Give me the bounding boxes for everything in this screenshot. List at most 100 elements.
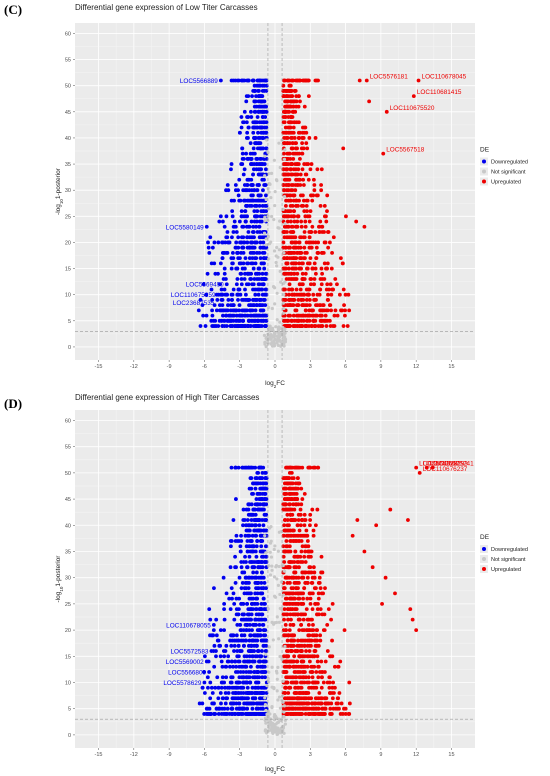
downregulated-point: [258, 712, 262, 716]
downregulated-point: [210, 245, 215, 250]
downregulated-point: [211, 324, 216, 328]
upregulated-point: [292, 245, 297, 250]
y-tick-label: 40: [65, 523, 71, 529]
downregulated-point: [260, 612, 265, 617]
gene-label: LOC5578629: [163, 680, 201, 687]
downregulated-point: [248, 313, 253, 318]
upregulated-point: [290, 675, 295, 680]
upregulated-point: [309, 193, 314, 198]
downregulated-point: [246, 94, 251, 99]
downregulated-point: [261, 261, 266, 266]
downregulated-point: [248, 324, 253, 328]
downregulated-point: [257, 622, 262, 627]
downregulated-point: [236, 188, 240, 193]
downregulated-point: [258, 156, 263, 161]
downregulated-point: [264, 287, 269, 292]
downregulated-point: [264, 203, 269, 208]
not-significant-point: [273, 730, 277, 734]
downregulated-point: [241, 245, 246, 250]
upregulated-point: [335, 313, 340, 318]
downregulated-point: [227, 712, 232, 716]
downregulated-point: [203, 324, 208, 328]
upregulated-point: [296, 560, 301, 564]
upregulated-outlier: [331, 235, 336, 240]
y-tick-label: 30: [65, 188, 71, 194]
not-significant-point: [283, 718, 287, 722]
upregulated-point: [287, 486, 292, 491]
downregulated-point: [236, 287, 241, 292]
downregulated-point: [250, 256, 255, 261]
downregulated-point: [263, 292, 268, 297]
upregulated-point: [320, 303, 325, 308]
not-significant-point: [271, 638, 275, 642]
downregulated-point: [238, 670, 243, 674]
upregulated-point: [285, 544, 290, 549]
chart-title: Differential gene expression of High Tit…: [75, 393, 259, 402]
upregulated-point: [341, 324, 346, 328]
downregulated-point: [263, 193, 268, 198]
upregulated-point: [281, 183, 286, 187]
downregulated-point: [213, 712, 218, 716]
upregulated-point: [298, 172, 303, 177]
x-tick-label: -3: [237, 364, 242, 370]
upregulated-point: [300, 282, 305, 287]
upregulated-point: [282, 617, 286, 622]
downregulated-point: [234, 266, 239, 271]
downregulated-point: [241, 628, 246, 632]
downregulated-point: [202, 654, 207, 659]
downregulated-point: [251, 638, 255, 643]
upregulated-point: [306, 544, 311, 549]
upregulated-point: [285, 256, 290, 261]
upregulated-point: [299, 502, 304, 507]
y-tick-label: 5: [68, 707, 71, 713]
not-significant-point: [273, 302, 277, 306]
not-significant-point: [275, 721, 279, 725]
downregulated-point: [222, 654, 227, 659]
downregulated-point: [251, 298, 255, 302]
upregulated-point: [281, 83, 286, 88]
not-significant-point: [275, 615, 279, 619]
not-significant-point: [264, 243, 268, 247]
upregulated-point: [303, 712, 308, 716]
upregulated-point: [288, 622, 293, 627]
downregulated-point: [237, 308, 242, 313]
upregulated-point: [285, 183, 290, 187]
not-significant-point: [263, 340, 267, 344]
not-significant-point: [270, 171, 274, 176]
downregulated-point: [252, 125, 257, 130]
downregulated-point: [264, 78, 269, 83]
upregulated-point: [296, 533, 301, 538]
downregulated-point: [259, 617, 264, 622]
downregulated-point: [253, 308, 258, 313]
downregulated-point: [242, 109, 247, 114]
upregulated-outlier: [414, 465, 419, 470]
upregulated-point: [319, 183, 324, 187]
upregulated-point: [301, 701, 305, 706]
downregulated-point: [239, 282, 244, 287]
upregulated-point: [293, 162, 298, 166]
downregulated-point: [251, 313, 256, 318]
upregulated-point: [295, 78, 300, 83]
downregulated-point: [257, 94, 261, 99]
legend-marker: [482, 547, 486, 551]
not-significant-point: [269, 240, 273, 244]
upregulated-point: [303, 308, 308, 313]
legend-title: DE: [480, 147, 490, 154]
downregulated-point: [224, 313, 229, 318]
downregulated-point: [258, 701, 263, 706]
upregulated-point: [303, 549, 308, 554]
upregulated-point: [328, 282, 333, 287]
y-tick-label: 25: [65, 602, 71, 608]
downregulated-point: [262, 183, 267, 187]
downregulated-point: [257, 612, 261, 617]
downregulated-point: [259, 528, 263, 533]
downregulated-outlier: [224, 282, 229, 287]
gene-label: LOC5566889: [180, 78, 218, 85]
not-significant-point: [283, 644, 287, 649]
downregulated-point: [226, 659, 231, 664]
downregulated-point: [232, 198, 236, 203]
downregulated-point: [249, 219, 254, 224]
downregulated-point: [244, 120, 249, 125]
upregulated-point: [292, 120, 297, 125]
downregulated-point: [243, 256, 248, 261]
